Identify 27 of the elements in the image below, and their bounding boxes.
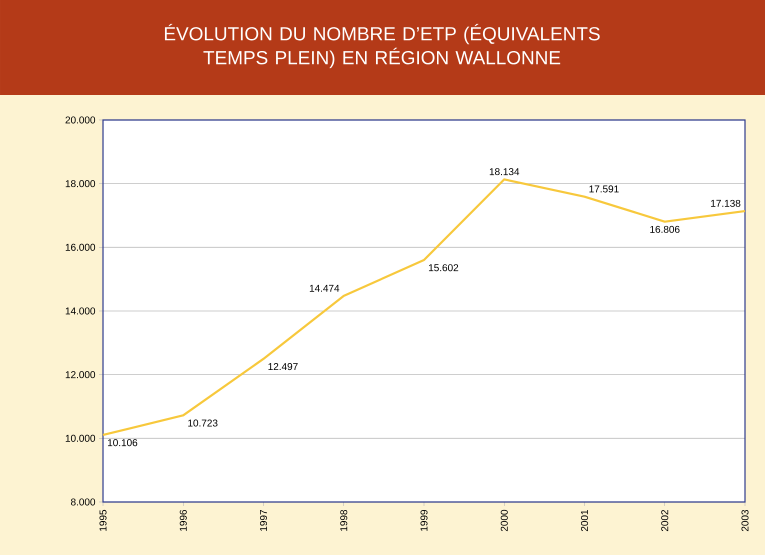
data-label: 17.138 xyxy=(711,200,740,207)
data-label: 15.602 xyxy=(428,264,458,272)
y-tick-label: 10.000 xyxy=(66,434,96,442)
data-label: 16.806 xyxy=(650,226,680,233)
x-tick-label: 1996 xyxy=(180,510,187,531)
x-tick-label: 1997 xyxy=(260,510,268,531)
y-tick-label: 8.000 xyxy=(70,498,96,506)
y-tick-label: 16.000 xyxy=(66,244,96,251)
data-label: 18.134 xyxy=(490,168,520,176)
x-tick-label: 1995 xyxy=(99,510,107,531)
data-label: 12.497 xyxy=(268,363,298,370)
data-label: 10.106 xyxy=(108,439,138,446)
x-tick-label: 2001 xyxy=(580,510,588,532)
x-tick-label: 2002 xyxy=(661,510,668,532)
data-label: 14.474 xyxy=(310,284,340,292)
y-tick-label: 18.000 xyxy=(66,180,96,188)
x-tick-label: 2003 xyxy=(741,510,749,532)
y-tick-label: 20.000 xyxy=(66,116,96,124)
x-tick-label: 1999 xyxy=(420,510,428,531)
y-tick-label: 12.000 xyxy=(66,371,96,378)
x-tick-label: 1998 xyxy=(340,510,348,531)
data-label: 17.591 xyxy=(589,185,619,192)
x-tick-label: 2000 xyxy=(500,510,508,532)
data-label: 10.723 xyxy=(188,420,218,427)
line-series xyxy=(102,178,746,436)
y-tick-label: 14.000 xyxy=(66,307,96,315)
chart-title: ÉVOLUTION DU NOMBRE D’ETP (ÉQUIVALENTS TEMPS PLEIN) EN RÉGION WALLONNE xyxy=(164,24,600,68)
